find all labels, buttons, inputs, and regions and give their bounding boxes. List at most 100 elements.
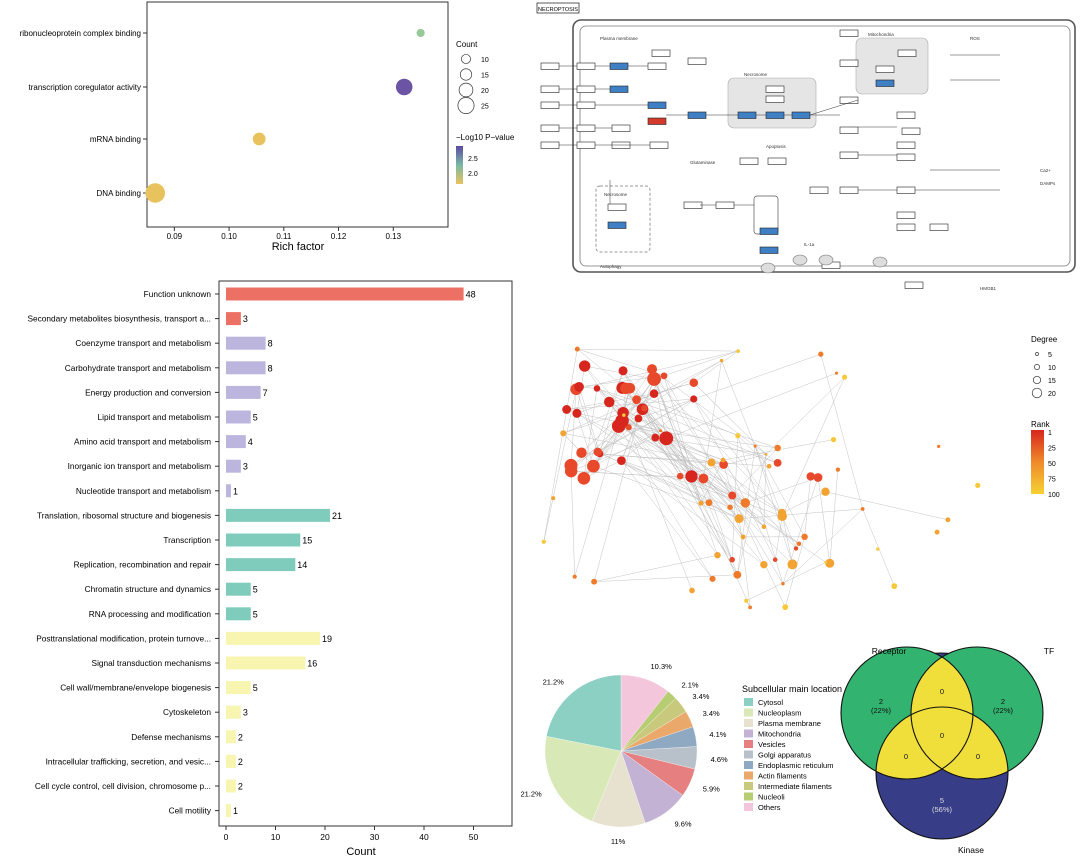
kegg-gene-box <box>809 186 829 194</box>
go-dot-plot: ribonucleoprotein complex binding transcr… <box>20 1 515 253</box>
kegg-gene-box <box>839 126 859 134</box>
kegg-gene-box <box>839 186 859 194</box>
network-edge <box>721 360 783 517</box>
network-edge <box>621 460 746 504</box>
network-edge <box>666 372 837 439</box>
bar <box>226 730 236 744</box>
kegg-gene-box <box>896 186 916 194</box>
dot-count-legend-label: 20 <box>481 88 489 95</box>
venn-region-label-tf-only: (22%) <box>993 706 1014 715</box>
bar-category-label: Translation, ribosomal structure and bio… <box>37 510 211 520</box>
net-rank-legend-label: 50 <box>1048 461 1056 468</box>
kegg-necrosome-area <box>727 77 817 129</box>
network-node <box>782 604 789 611</box>
network-node <box>659 431 674 446</box>
pie-legend-swatch <box>744 719 753 727</box>
network-edge <box>651 369 718 556</box>
kegg-gene-box <box>839 59 859 67</box>
bar-category-label: Transcription <box>163 535 211 545</box>
network-node <box>728 491 737 500</box>
network-node <box>564 464 578 478</box>
network-edge <box>737 435 770 467</box>
network-node <box>660 372 668 380</box>
network-node <box>562 405 572 414</box>
network-edge <box>576 413 594 467</box>
dot-xtick-label: 0.12 <box>331 232 347 241</box>
network-edge <box>666 438 731 508</box>
network-node <box>773 458 782 467</box>
kegg-gene-box <box>929 223 949 231</box>
bar-category-label: Cell wall/membrane/envelope biogenesis <box>60 683 211 693</box>
kegg-membrane-channel <box>760 262 776 274</box>
network-edge <box>594 574 738 582</box>
pie-legend-swatch <box>744 782 753 790</box>
network-node <box>617 456 626 465</box>
network-node <box>876 547 880 551</box>
dot-count-legend-label: 25 <box>481 104 489 111</box>
kegg-gene-box <box>896 211 916 219</box>
network-edge <box>636 399 744 538</box>
kegg-gene-box <box>897 49 917 57</box>
network-node <box>818 351 824 357</box>
pie-legend-label: Nucleoli <box>758 793 785 802</box>
network-edge <box>571 437 656 472</box>
network-edge <box>618 425 778 449</box>
network-edge <box>763 454 767 527</box>
network-edge <box>781 512 793 565</box>
kegg-gene-box <box>896 111 916 119</box>
network-node <box>934 529 940 535</box>
network-edge <box>596 388 643 410</box>
venn-region-label-tf-kinase: 0 <box>976 752 980 761</box>
network-node <box>761 524 767 530</box>
kegg-gene-box <box>765 95 785 103</box>
network-edge <box>581 452 770 467</box>
dot-count-legend-label: 15 <box>481 73 489 80</box>
bar-category-label: RNA processing and modification <box>89 609 212 619</box>
network-node <box>860 507 865 511</box>
pie-legend-label: Vesicles <box>758 740 786 749</box>
network-edge <box>576 401 610 414</box>
pie-legend-swatch <box>744 729 753 738</box>
network-edge <box>693 350 739 383</box>
pie-legend-swatch <box>744 698 753 706</box>
bar-value-label: 4 <box>248 437 253 447</box>
bar-xtick-label: 20 <box>320 832 330 842</box>
bar <box>226 336 266 350</box>
network-edge <box>693 398 776 560</box>
network-node <box>625 424 632 431</box>
pie-legend-swatch <box>744 771 753 780</box>
kegg-gene-box <box>576 85 596 93</box>
bar <box>226 705 241 719</box>
network-edge <box>621 360 722 421</box>
network-edge <box>621 460 765 565</box>
network-node <box>641 405 648 412</box>
bar <box>226 287 464 301</box>
dot-color-tick-low: 2.0 <box>468 171 478 178</box>
dot-point <box>252 132 266 146</box>
network-node <box>698 500 704 506</box>
network-node <box>622 413 626 417</box>
network-edge <box>754 445 805 537</box>
network-edge <box>693 398 783 517</box>
net-degree-legend-label: 20 <box>1048 391 1056 398</box>
dot-point <box>145 183 166 203</box>
kegg-gene-box <box>540 101 560 109</box>
bar <box>226 558 296 572</box>
network-edge <box>774 516 783 560</box>
network-node <box>801 533 808 541</box>
network-node <box>587 459 600 473</box>
kegg-gene-box <box>576 62 596 70</box>
net-rank-legend-label: 100 <box>1048 492 1060 499</box>
pie-legend-swatch <box>744 761 753 769</box>
bar <box>226 656 306 670</box>
network-node <box>774 444 781 452</box>
kegg-gene-box <box>540 141 560 149</box>
network-node <box>766 463 772 469</box>
kegg-gene-box <box>683 201 703 209</box>
bar-category-label: Cytoskeleton <box>163 707 211 717</box>
network-edge <box>654 350 739 380</box>
network-node <box>806 472 815 481</box>
network-node <box>834 371 839 375</box>
network-node <box>734 514 744 524</box>
kegg-annotation: Glutaminase <box>690 160 716 165</box>
